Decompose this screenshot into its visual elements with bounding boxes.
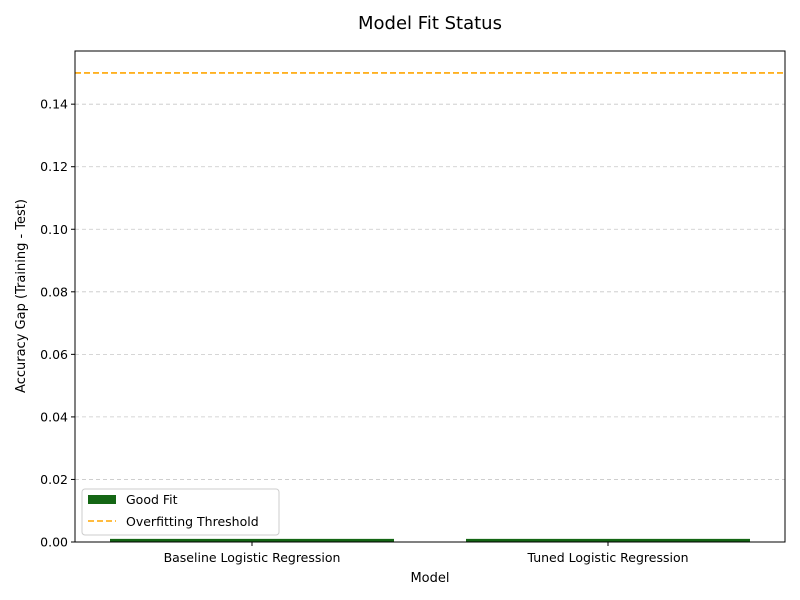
plot-frame — [74, 50, 786, 543]
y-tick-label: 0.06 — [40, 347, 68, 362]
x-tick-label: Tuned Logistic Regression — [526, 550, 688, 565]
y-tick-label: 0.10 — [40, 222, 68, 237]
legend: Good Fit Overfitting Threshold — [81, 488, 280, 536]
y-tick-label: 0.02 — [40, 472, 68, 487]
grid-lines — [75, 103, 785, 480]
y-tick-label: 0.12 — [40, 159, 68, 174]
y-tick-label: 0.14 — [40, 97, 68, 112]
x-axis-ticks: Baseline Logistic Regression Tuned Logist… — [164, 542, 689, 565]
y-axis-title: Accuracy Gap (Training - Test) — [14, 199, 29, 393]
chart-title: Model Fit Status — [358, 13, 502, 34]
y-axis-ticks: 0.00 0.02 0.04 0.06 0.08 0.10 0.12 0.14 — [40, 97, 75, 550]
bar-group — [110, 538, 750, 542]
y-tick-label: 0.08 — [40, 284, 68, 299]
y-tick-label: 0.04 — [40, 409, 68, 424]
bar — [466, 538, 750, 542]
bar — [110, 538, 394, 542]
legend-label-good-fit: Good Fit — [126, 492, 178, 507]
y-tick-label: 0.00 — [40, 535, 68, 550]
x-axis-title: Model — [410, 571, 449, 586]
x-tick-label: Baseline Logistic Regression — [164, 550, 341, 565]
legend-swatch-good-fit — [88, 495, 116, 504]
legend-label-threshold: Overfitting Threshold — [126, 514, 259, 529]
legend-box — [81, 488, 280, 536]
